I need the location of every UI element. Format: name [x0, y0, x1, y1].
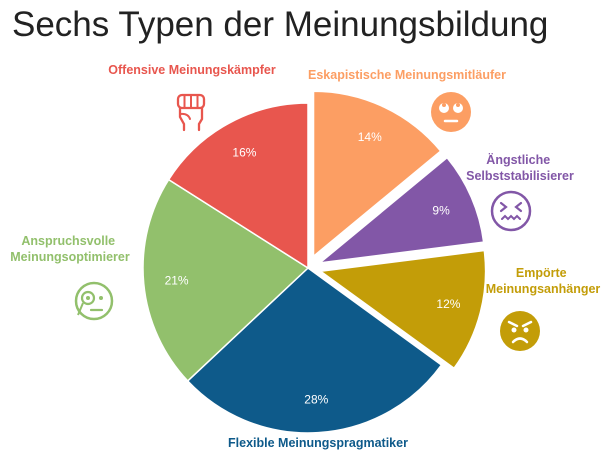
label-aengstliche-line-2: Selbststabilisierer	[466, 169, 574, 183]
pie-slice-aengstliche-selbststabilisierer	[317, 156, 485, 264]
label-flexible: Flexible Meinungspragmatiker	[228, 436, 408, 450]
pie-slice-flexible-meinungspragmatiker	[186, 267, 443, 434]
label-empoerte: Empörte Meinungsanhänger	[486, 266, 601, 296]
anxious-face-icon	[490, 190, 532, 232]
pie-slice-offensive-meinungskaempfer	[167, 102, 309, 270]
value-label-offensive-meinungskaempfer: 16%	[232, 145, 256, 159]
monocle-face-icon	[74, 281, 114, 321]
label-offensive: Offensive Meinungskämpfer	[108, 63, 276, 77]
label-eskapistische: Eskapistische Meinungsmitläufer	[308, 68, 506, 82]
label-aengstliche-line-1: Ängstliche	[486, 152, 550, 167]
value-label-flexible-meinungspragmatiker: 28%	[304, 393, 328, 407]
label-empoerte-line-2: Meinungsanhänger	[486, 282, 601, 296]
label-anspruchsvolle-line-1: Anspruchsvolle	[21, 234, 115, 248]
label-anspruchsvolle: Anspruchsvolle Meinungsoptimierer	[10, 234, 130, 264]
label-anspruchsvolle-line-2: Meinungsoptimierer	[10, 250, 130, 264]
value-label-eskapistische-meinungsmitlaeufer: 14%	[358, 130, 382, 144]
value-label-aengstliche-selbststabilisierer: 9%	[432, 203, 450, 217]
chart-title: Sechs Typen der Meinungsbildung	[12, 5, 548, 44]
pie-slices	[142, 90, 487, 434]
value-label-empoerte-meinungsanhaenger: 12%	[436, 297, 460, 311]
eyes-rolling-face-icon	[431, 92, 471, 132]
percentage-labels: 14% 9% 12% 28% 21% 16%	[165, 130, 461, 407]
label-aengstliche: Ängstliche Selbststabilisierer	[466, 152, 574, 183]
label-empoerte-line-1: Empörte	[516, 266, 567, 280]
pie-slice-empoerte-meinungsanhaenger	[318, 249, 487, 370]
raised-fist-icon	[176, 93, 206, 132]
pie-slice-anspruchsvolle-meinungsoptimierer	[142, 178, 310, 383]
angry-face-icon	[500, 311, 540, 351]
pie-slice-eskapistische-meinungsmitlaeufer	[312, 90, 442, 258]
value-label-anspruchsvolle-meinungsoptimierer: 21%	[165, 273, 189, 287]
